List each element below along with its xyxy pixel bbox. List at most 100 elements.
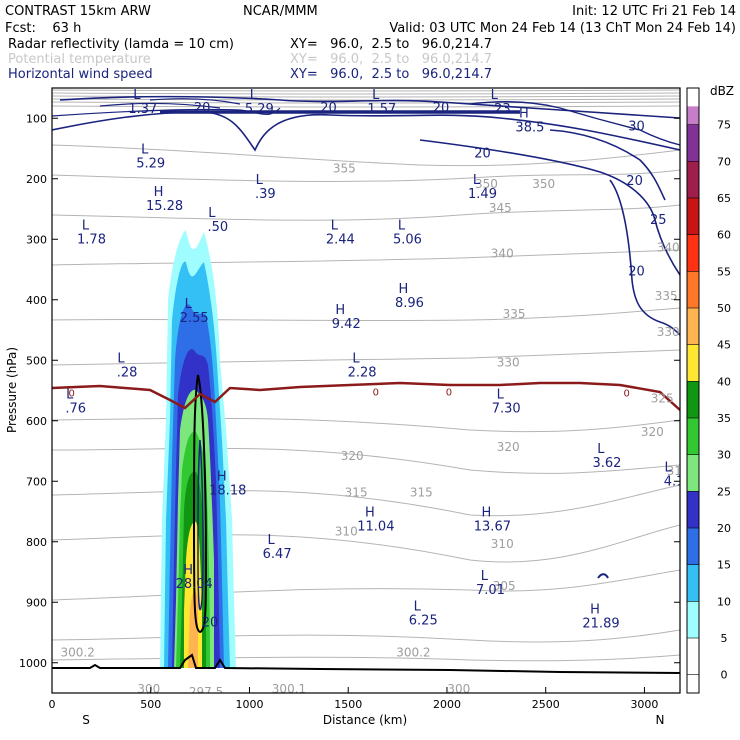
marker-type: L [372,88,380,103]
marker-value: 1.49 [468,187,497,202]
marker-value: 7.30 [492,402,521,417]
colorbar-segment [687,491,699,528]
marker-type: H [399,282,409,297]
marker-type: L [82,218,90,233]
valid-time: Valid: 03 UTC Mon 24 Feb 14 (13 ChT Mon … [389,21,736,36]
wind-labels: 20 20 20 30 20 20 25 20 20 [194,101,667,630]
marker-value: .23 [490,102,511,117]
theta-label: 300.2 [396,646,430,660]
marker-value: 5.06 [393,232,422,247]
forecast-hour: Fcst: 63 h [5,21,81,36]
y-tick-label: 200 [26,173,47,186]
marker-type: H [590,602,600,617]
marker-type: H [183,563,193,578]
marker-value: 3.62 [592,456,621,471]
marker-type: L [256,173,264,188]
marker-type: L [185,297,193,312]
colorbar-unit: dBZ [710,84,734,98]
marker-value: 18.18 [209,483,246,498]
field-1-name: Radar reflectivity (lamda = 10 cm) [8,37,234,52]
colorbar-segment [687,638,699,693]
y-tick-label: 100 [26,112,47,125]
theta-label: 315 [410,485,433,499]
marker-type: H [365,506,375,521]
colorbar-segment [687,161,699,198]
colorbar-label: 20 [717,522,731,535]
theta-label: 340 [657,240,680,254]
north-label: N [656,713,665,727]
wind-label: 20 [628,265,645,280]
colorbar-label: 65 [717,192,731,205]
theta-label: 325 [651,392,674,406]
marker-type: L [398,218,406,233]
wind-label: 20 [433,101,450,116]
marker-value: .39 [255,187,276,202]
marker-value: .76 [65,402,86,417]
marker-type: L [208,206,216,221]
marker-type: H [519,106,529,121]
x-tick-label: 0 [49,698,56,711]
marker-value: 4.1 [664,474,685,489]
zero-degree-isotherm [52,381,680,411]
colorbar-label: 25 [717,485,731,498]
reflectivity-column [160,230,236,668]
colorbar-label: 60 [717,229,731,242]
field-3-name: Horizontal wind speed [8,67,153,82]
colorbar-segment [687,381,699,418]
marker-type: H [335,303,345,318]
marker-type: H [154,185,164,200]
theta-label: 350 [532,177,555,191]
y-tick-label: 1000 [19,657,47,670]
y-tick-label: 300 [26,233,47,246]
run-title: CONTRAST 15km ARW [5,4,151,19]
marker-value: .28 [117,365,138,380]
theta-label: 330 [657,325,680,339]
marker-type: L [664,460,672,475]
theta-label: 340 [491,246,514,260]
marker-value: 2.28 [348,365,377,380]
marker-value: 2.55 [180,311,209,326]
marker-value: 13.67 [474,520,511,535]
marker-value: 11.04 [357,520,394,535]
colorbar-segment [687,344,699,382]
marker-value: 6.47 [263,547,292,562]
theta-labels: 355 350 350 345 340 335 330 325 320 320 320 315 315 3… [60,162,690,696]
marker-type: L [597,442,605,457]
theta-label: 310 [335,525,358,539]
marker-type: L [473,173,481,188]
colorbar-label: 30 [717,449,731,462]
x-tick-label: 1000 [235,698,263,711]
colorbar-label: 50 [717,302,731,315]
colorbar-label: 0 [721,669,728,682]
marker-value: 15.28 [146,199,183,214]
colorbar-segment [687,88,699,107]
marker-type: L [352,351,360,366]
marker-value: 2.44 [326,232,355,247]
x-tick-label: 500 [140,698,161,711]
colorbar-segment [687,454,699,492]
marker-value: 1.57 [367,102,396,117]
wind-contours [52,95,680,634]
colorbar-label: 45 [717,339,731,352]
theta-label: 355 [333,162,356,176]
zero-c-label: 0 [446,387,452,398]
marker-type: H [217,469,227,484]
marker-value: 1.78 [77,232,106,247]
south-label: S [82,713,90,727]
center-label: NCAR/MMM [243,4,318,19]
marker-value: 38.5 [515,120,544,135]
colorbar-label: 5 [721,632,728,645]
marker-type: L [331,218,339,233]
init-time: Init: 12 UTC Fri 21 Feb 14 [572,4,736,19]
marker-type: H [481,506,491,521]
theta-label: 300 [447,682,470,696]
y-axis-label: Pressure (hPa) [5,347,19,433]
theta-label: 320 [641,425,664,439]
marker-value: 7.01 [476,583,505,598]
colorbar-segment [687,234,699,272]
theta-label: 315 [667,464,690,478]
theta-label: 310 [491,537,514,551]
